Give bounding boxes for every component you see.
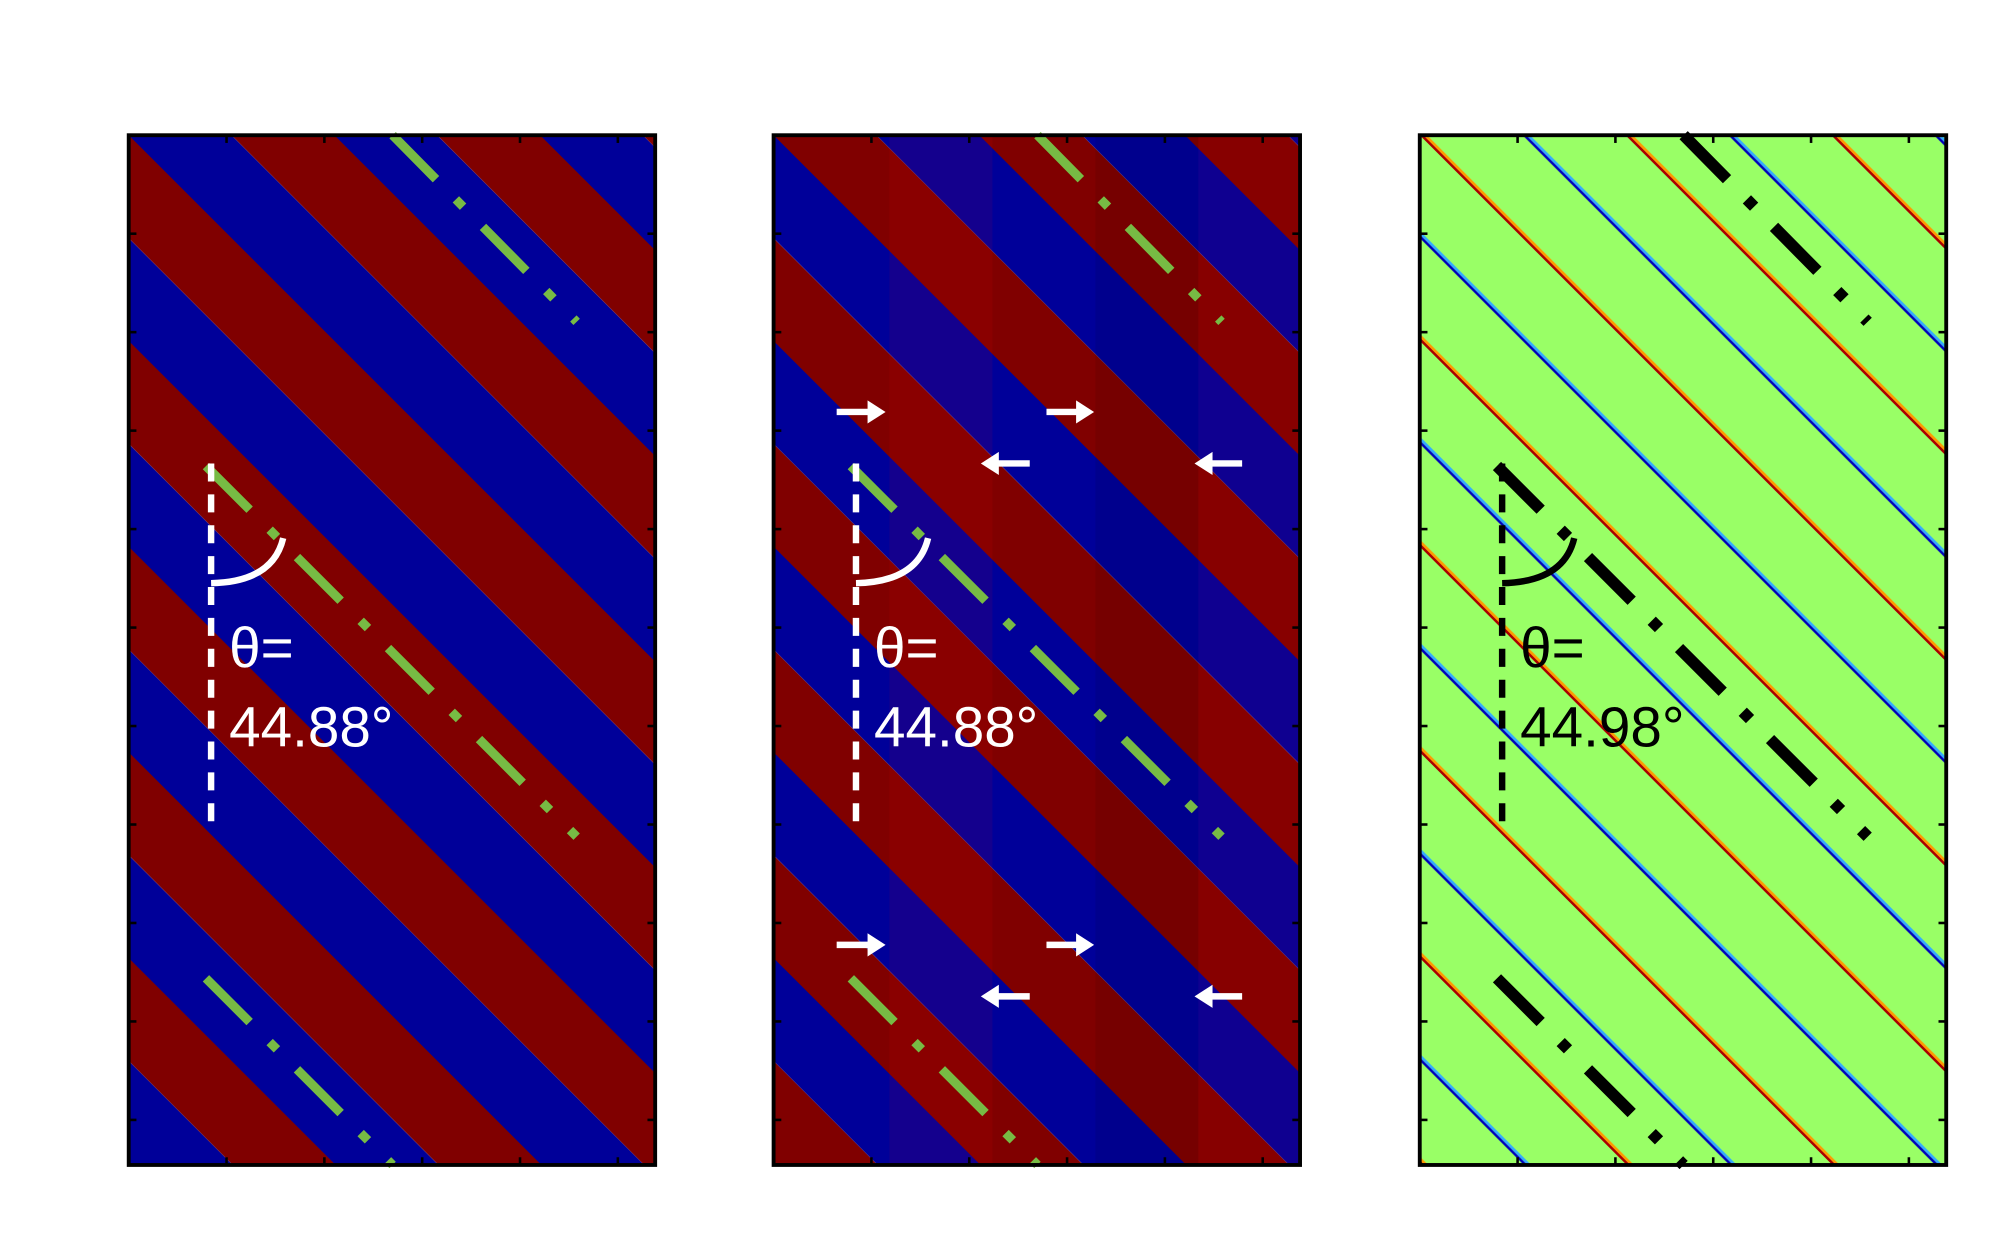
- arrow: [1046, 933, 1095, 957]
- theta-label: θ=: [874, 617, 939, 680]
- theta-label: θ=: [1520, 617, 1585, 680]
- arrow-head: [980, 451, 999, 476]
- panel-frame: [771, 133, 1302, 1167]
- angle-arc: [1502, 537, 1578, 587]
- dash-dot-line: [847, 975, 1041, 1169]
- arrow-head: [1076, 400, 1095, 424]
- dash-dot-line: [389, 132, 580, 326]
- arrow: [980, 451, 1030, 476]
- dash-dot-line: [1679, 131, 1872, 326]
- arrow: [1194, 984, 1243, 1008]
- arrow-head: [980, 984, 999, 1008]
- angle-value: 44.88°: [874, 697, 1038, 760]
- arrow: [836, 400, 886, 424]
- arrow: [1046, 400, 1095, 424]
- panels: [126, 131, 1949, 1170]
- panel-frame: [1417, 133, 1949, 1167]
- arrow-head: [1194, 451, 1213, 476]
- dash-dot-line: [202, 462, 580, 840]
- angle-value: 44.98°: [1520, 697, 1684, 760]
- arrow-head: [1076, 933, 1095, 957]
- arrow-head: [1194, 984, 1213, 1008]
- shade-band: [889, 135, 993, 1165]
- dash-dot-line: [847, 462, 1225, 840]
- dash-dot-line: [1492, 461, 1872, 841]
- panel: [1417, 131, 1949, 1170]
- panel-frame: [126, 133, 658, 1167]
- dash-dot-line: [1034, 132, 1225, 326]
- shade-band: [1198, 135, 1302, 1165]
- dash-dot-line: [1492, 974, 1688, 1170]
- angle-arc: [855, 537, 932, 587]
- arrow: [836, 933, 886, 957]
- arrow-head: [867, 933, 886, 957]
- arrow-head: [867, 400, 886, 424]
- theta-label: θ=: [229, 617, 294, 680]
- dash-dot-line: [202, 975, 396, 1169]
- shade-band: [1095, 135, 1199, 1165]
- angle-arc: [211, 537, 287, 587]
- panel: [771, 132, 1302, 1169]
- arrow: [1194, 451, 1243, 476]
- angle-value: 44.88°: [229, 697, 393, 760]
- arrow: [980, 984, 1030, 1008]
- panel: [126, 132, 658, 1169]
